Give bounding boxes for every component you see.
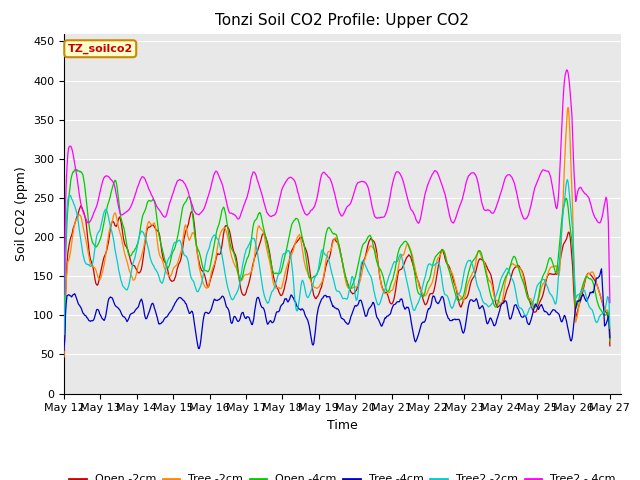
X-axis label: Time: Time [327,419,358,432]
Legend: Open -2cm, Tree -2cm, Open -4cm, Tree -4cm, Tree2 -2cm, Tree2 - 4cm: Open -2cm, Tree -2cm, Open -4cm, Tree -4… [65,470,620,480]
Y-axis label: Soil CO2 (ppm): Soil CO2 (ppm) [15,166,28,261]
Text: TZ_soilco2: TZ_soilco2 [68,44,133,54]
Title: Tonzi Soil CO2 Profile: Upper CO2: Tonzi Soil CO2 Profile: Upper CO2 [216,13,469,28]
